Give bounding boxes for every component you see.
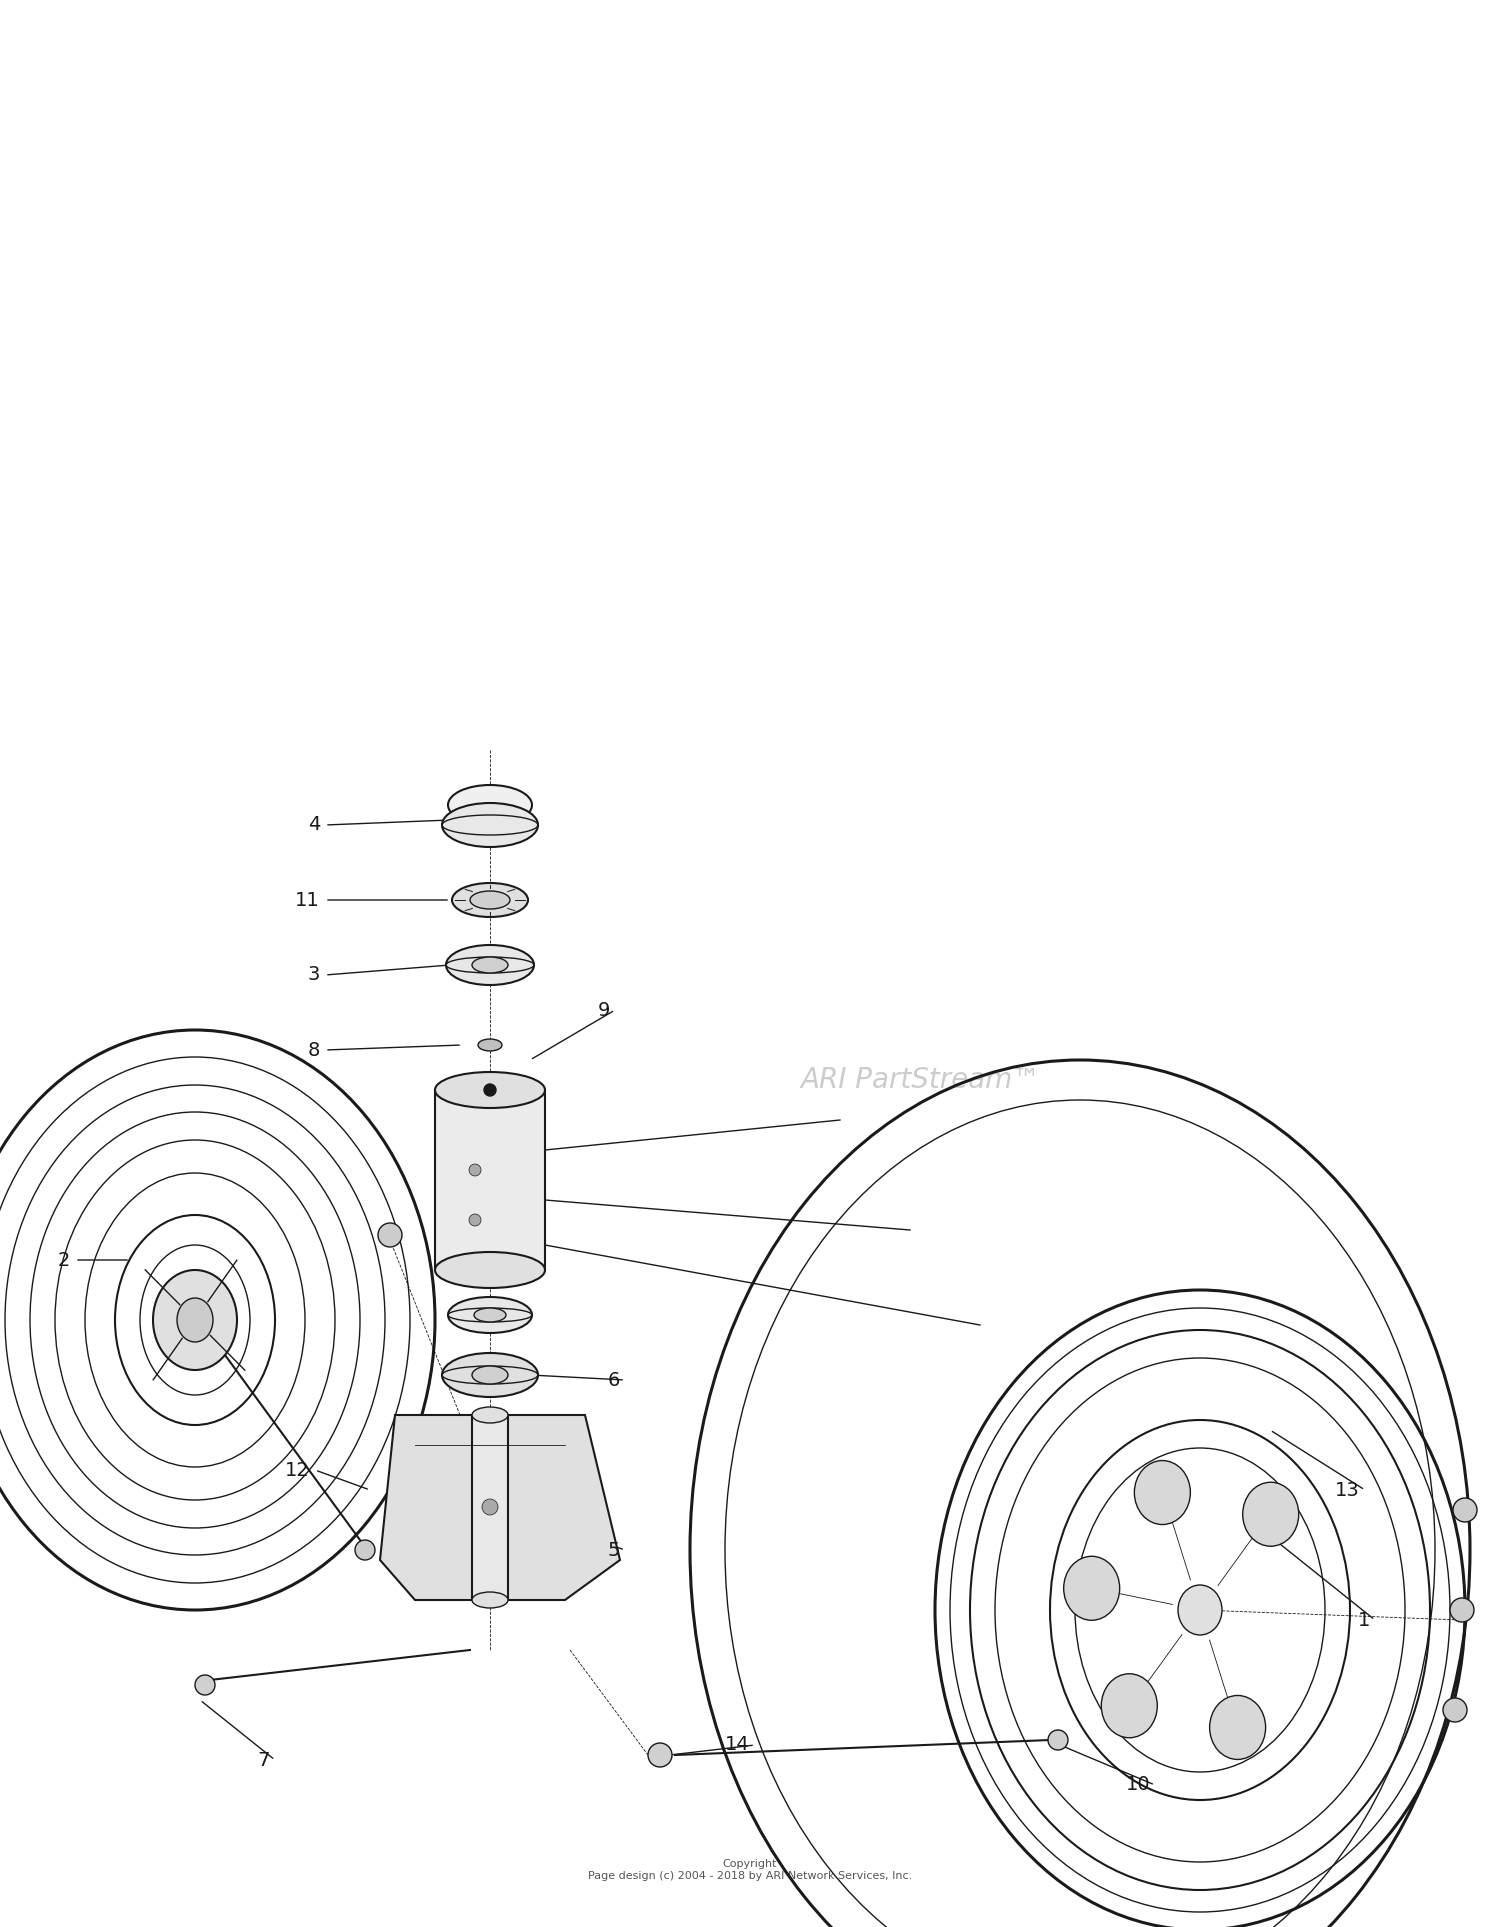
Ellipse shape <box>378 1224 402 1247</box>
Text: 13: 13 <box>1335 1480 1360 1499</box>
Text: ARI PartStream™: ARI PartStream™ <box>800 1066 1040 1095</box>
Text: 14: 14 <box>726 1736 750 1754</box>
Bar <box>472 1414 508 1599</box>
Ellipse shape <box>1064 1557 1119 1621</box>
Text: 5: 5 <box>608 1540 619 1559</box>
Polygon shape <box>380 1414 620 1599</box>
Ellipse shape <box>195 1675 214 1696</box>
Text: 11: 11 <box>296 890 320 910</box>
Ellipse shape <box>472 1366 508 1384</box>
Ellipse shape <box>470 1214 482 1226</box>
Ellipse shape <box>648 1744 672 1767</box>
Ellipse shape <box>356 1540 375 1561</box>
Ellipse shape <box>472 1407 508 1422</box>
Ellipse shape <box>435 1253 544 1287</box>
Ellipse shape <box>472 958 508 973</box>
Ellipse shape <box>474 1308 506 1322</box>
Text: 7: 7 <box>258 1750 270 1769</box>
Ellipse shape <box>448 784 532 825</box>
Ellipse shape <box>1242 1482 1299 1545</box>
Ellipse shape <box>470 1164 482 1175</box>
Text: 9: 9 <box>597 1000 610 1019</box>
Ellipse shape <box>1101 1675 1158 1738</box>
Text: 12: 12 <box>285 1461 310 1480</box>
Ellipse shape <box>1443 1698 1467 1723</box>
Text: 4: 4 <box>308 815 320 834</box>
Ellipse shape <box>478 1039 502 1050</box>
Ellipse shape <box>1048 1730 1068 1750</box>
Ellipse shape <box>177 1299 213 1341</box>
Ellipse shape <box>442 804 538 848</box>
Text: 10: 10 <box>1125 1775 1150 1794</box>
Ellipse shape <box>153 1270 237 1370</box>
Bar <box>435 1091 544 1270</box>
Text: 6: 6 <box>608 1370 619 1389</box>
Text: 2: 2 <box>57 1251 70 1270</box>
Text: 3: 3 <box>308 965 320 985</box>
Ellipse shape <box>435 1071 544 1108</box>
Ellipse shape <box>1209 1696 1266 1759</box>
Text: 8: 8 <box>308 1041 320 1060</box>
Ellipse shape <box>1134 1461 1191 1524</box>
Ellipse shape <box>448 1297 532 1333</box>
Text: Copyright
Page design (c) 2004 - 2018 by ARI Network Services, Inc.: Copyright Page design (c) 2004 - 2018 by… <box>588 1860 912 1881</box>
Ellipse shape <box>1450 1597 1474 1623</box>
Ellipse shape <box>452 883 528 917</box>
Ellipse shape <box>446 944 534 985</box>
Ellipse shape <box>1178 1586 1222 1634</box>
Ellipse shape <box>482 1499 498 1515</box>
Ellipse shape <box>470 890 510 910</box>
Text: 1: 1 <box>1358 1611 1370 1630</box>
Ellipse shape <box>472 1592 508 1607</box>
Ellipse shape <box>1454 1497 1478 1522</box>
Ellipse shape <box>484 1085 496 1096</box>
Ellipse shape <box>442 1353 538 1397</box>
